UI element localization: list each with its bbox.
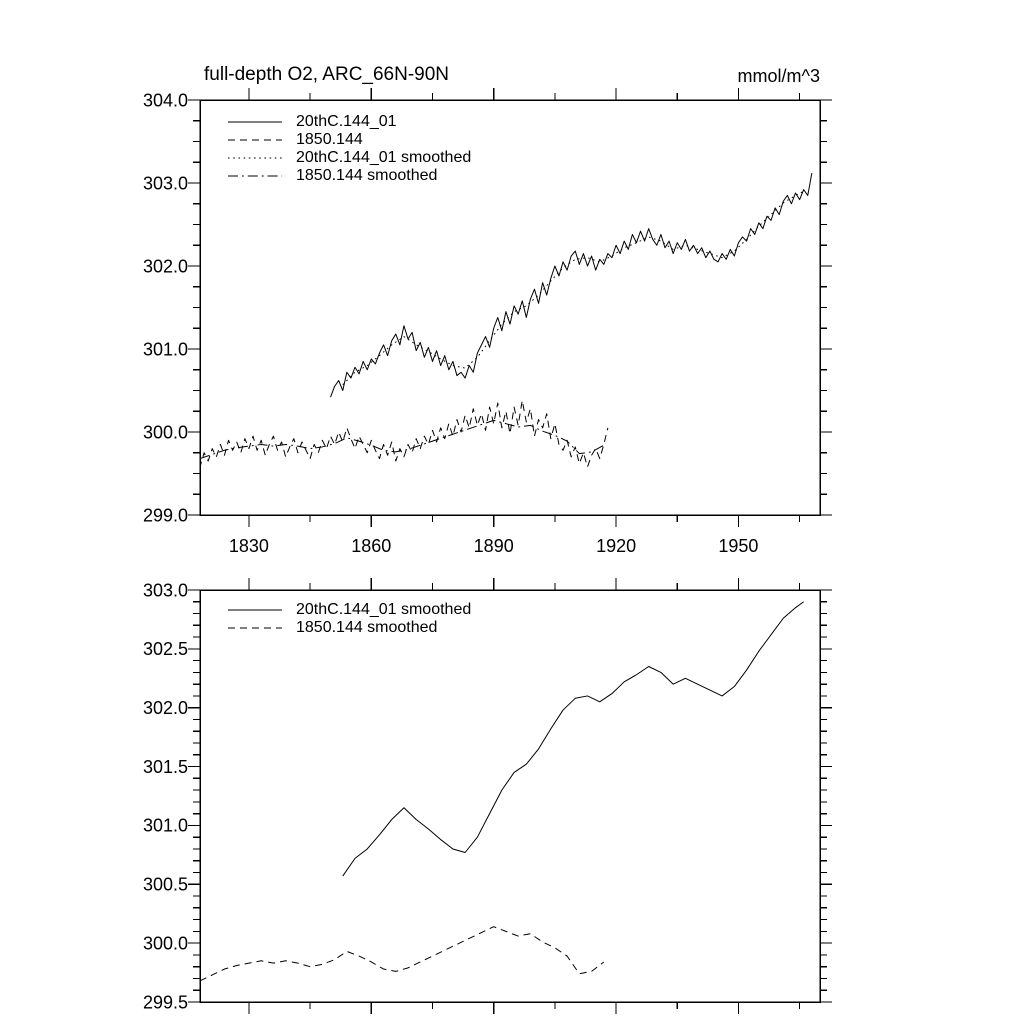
svg-text:303.0: 303.0 <box>143 173 188 193</box>
units-label: mmol/m^3 <box>737 66 820 86</box>
svg-text:299.5: 299.5 <box>143 992 188 1012</box>
svg-text:303.0: 303.0 <box>143 580 188 600</box>
legend-label: 1850.144 smoothed <box>296 619 438 636</box>
legend-item: 1850.144 smoothed <box>226 619 471 637</box>
legend-label: 20thC.144_01 smoothed <box>296 601 472 618</box>
legend-item: 20thC.144_01 smoothed <box>226 601 471 619</box>
legend-line-sample <box>228 139 282 141</box>
svg-text:302.5: 302.5 <box>143 639 188 659</box>
svg-text:1830: 1830 <box>229 536 269 556</box>
svg-text:300.5: 300.5 <box>143 875 188 895</box>
svg-text:1950: 1950 <box>718 536 758 556</box>
legend-top-chart: 20thC.144_01 1850.144 20thC.144_01 smoot… <box>226 113 471 185</box>
svg-text:300.0: 300.0 <box>143 933 188 953</box>
svg-text:300.0: 300.0 <box>143 422 188 442</box>
chart-title: full-depth O2, ARC_66N-90N <box>204 64 450 85</box>
svg-text:301.0: 301.0 <box>143 816 188 836</box>
svg-text:1860: 1860 <box>351 536 391 556</box>
legend-line-sample <box>228 157 282 159</box>
legend-item: 1850.144 <box>226 131 471 149</box>
legend-label: 20thC.144_01 smoothed <box>296 149 472 166</box>
legend-label: 1850.144 <box>296 131 363 148</box>
legend-item: 1850.144 smoothed <box>226 167 471 185</box>
svg-text:301.0: 301.0 <box>143 339 188 359</box>
legend-line-sample <box>228 121 282 123</box>
svg-text:301.5: 301.5 <box>143 757 188 777</box>
svg-text:299.0: 299.0 <box>143 505 188 525</box>
legend-line-sample <box>228 627 282 629</box>
svg-text:1920: 1920 <box>596 536 636 556</box>
svg-text:304.0: 304.0 <box>143 90 188 110</box>
svg-text:302.0: 302.0 <box>143 698 188 718</box>
legend-line-sample <box>228 175 282 177</box>
svg-text:302.0: 302.0 <box>143 256 188 276</box>
legend-label: 20thC.144_01 <box>296 113 397 130</box>
svg-text:1890: 1890 <box>474 536 514 556</box>
legend-item: 20thC.144_01 <box>226 113 471 131</box>
legend-item: 20thC.144_01 smoothed <box>226 149 471 167</box>
legend-label: 1850.144 smoothed <box>296 167 438 184</box>
legend-line-sample <box>228 609 282 611</box>
legend-bottom-chart: 20thC.144_01 smoothed 1850.144 smoothed <box>226 601 471 637</box>
